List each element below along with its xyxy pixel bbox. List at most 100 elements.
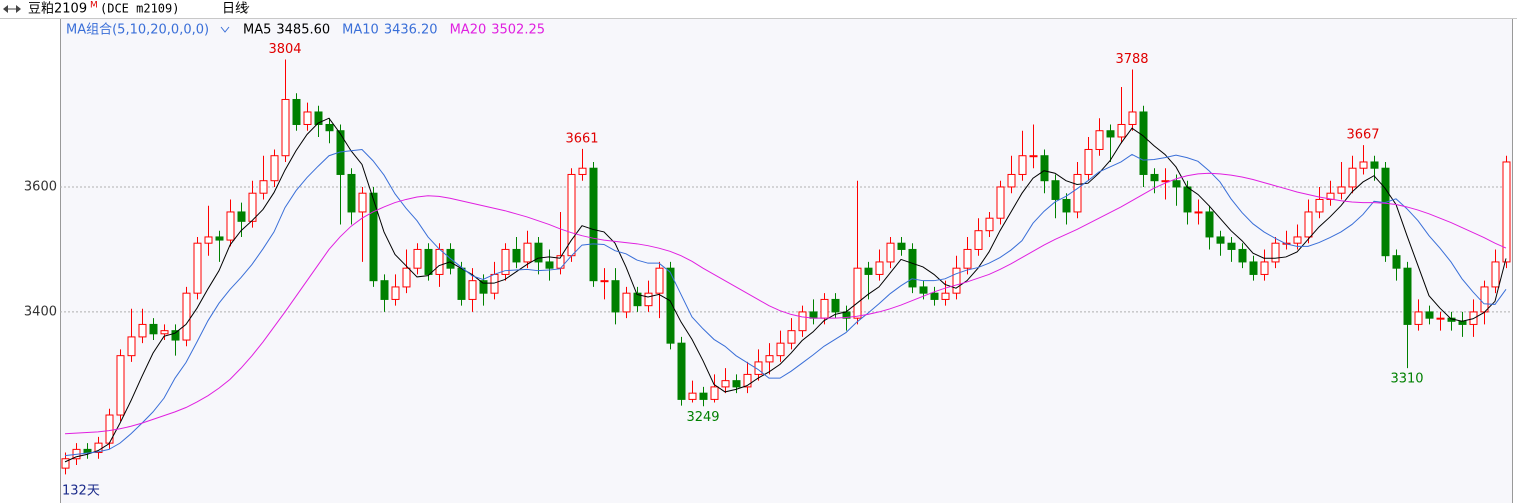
legend-name: MA20	[450, 23, 487, 38]
candle-body	[996, 186, 1005, 219]
candle-body	[633, 292, 642, 307]
candle-body	[589, 167, 598, 282]
high-label: 3804	[268, 42, 301, 57]
legend-value: 3502.25	[491, 23, 545, 38]
candle-body	[61, 458, 70, 469]
candle-body	[424, 248, 433, 275]
candle-body	[743, 373, 752, 388]
candle-body	[864, 267, 873, 275]
candle-body	[732, 380, 741, 388]
candle-body	[875, 261, 884, 275]
candle-body	[1040, 155, 1049, 182]
candle-body	[1018, 155, 1027, 175]
candle-body	[1073, 173, 1082, 213]
candle-body	[1315, 198, 1324, 213]
candle-body	[292, 98, 301, 125]
candle-body	[710, 386, 719, 400]
candle-body	[1194, 211, 1203, 214]
candle-body	[1381, 167, 1390, 257]
period-chevron[interactable]	[240, 5, 250, 12]
indicator-selector[interactable]: MA组合(5,10,20,0,0,0)	[66, 23, 209, 38]
candle-body	[83, 448, 92, 454]
candle-body	[1293, 236, 1302, 244]
instrument-subtitle: (DCE m2109)	[100, 2, 179, 16]
candle-body	[1205, 211, 1214, 238]
candle-body	[259, 180, 268, 194]
period-selector[interactable]: 日线	[222, 2, 248, 17]
candle-body	[545, 261, 554, 269]
candle-body	[1436, 317, 1445, 320]
y-tick-label: 3400	[24, 304, 57, 319]
candle-body	[391, 286, 400, 300]
candle-body	[897, 242, 906, 250]
candle-body	[1337, 186, 1346, 194]
nav-arrows[interactable]	[3, 5, 21, 13]
candle-body	[314, 111, 323, 125]
candle-body	[479, 280, 488, 294]
candle-body	[435, 248, 444, 275]
candle-body	[886, 242, 895, 263]
candle-body	[1480, 286, 1489, 313]
candle-body	[611, 280, 620, 313]
high-label: 3661	[565, 131, 598, 146]
candle-body	[688, 392, 697, 400]
low-label: 3310	[1390, 372, 1423, 387]
legend-value: 3485.60	[276, 23, 330, 38]
candle-body	[1029, 155, 1038, 158]
instrument-title: 豆粕2109	[28, 2, 87, 17]
legend-name: MA10	[342, 23, 379, 38]
candle-body	[1425, 311, 1434, 319]
candle-body	[182, 292, 191, 341]
candle-body	[963, 248, 972, 269]
candle-body	[534, 242, 543, 263]
candle-body	[1172, 180, 1181, 188]
candle-body	[468, 280, 477, 300]
candle-body	[809, 311, 818, 319]
low-label: 3249	[686, 410, 719, 425]
candle-body	[116, 355, 125, 416]
candle-body	[1304, 211, 1313, 238]
nav-icon[interactable]	[3, 5, 21, 13]
candle-body	[1216, 236, 1225, 244]
candle-body	[171, 330, 180, 341]
candle-body	[270, 155, 279, 182]
candle-body	[1095, 130, 1104, 150]
ma-line	[64, 172, 1507, 435]
candle-body	[655, 267, 664, 294]
candle-body	[1139, 111, 1148, 175]
high-label: 3667	[1346, 128, 1379, 143]
candle-body	[1084, 148, 1093, 175]
candle-body	[127, 336, 136, 357]
candle-body	[1359, 161, 1368, 169]
candle-body	[787, 330, 796, 344]
candle-body	[666, 267, 675, 344]
candle-body	[1326, 192, 1335, 200]
candle-body	[523, 242, 532, 263]
candle-body	[1491, 261, 1500, 288]
candle-body	[457, 267, 466, 300]
candle-body	[919, 286, 928, 294]
high-label: 3788	[1115, 52, 1148, 67]
candle-body	[138, 323, 147, 338]
candle-body	[1238, 248, 1247, 263]
candle-body	[908, 248, 917, 288]
candle-body	[1128, 111, 1137, 125]
candle-body	[699, 392, 708, 400]
candle-body	[1106, 130, 1115, 138]
candle-body	[974, 230, 983, 250]
ma-line	[64, 148, 1507, 457]
candle-body	[325, 123, 334, 132]
candle-body	[1062, 198, 1071, 213]
candle-body	[1502, 161, 1511, 263]
candle-body	[237, 211, 246, 222]
legend-name: MA5	[243, 23, 271, 38]
indicator-chevron[interactable]	[220, 26, 230, 33]
candle-body	[1260, 261, 1269, 275]
candle-body	[1051, 180, 1060, 200]
day-count: 132天	[62, 484, 100, 499]
candle-body	[149, 323, 158, 335]
candle-body	[193, 242, 202, 294]
candle-body	[776, 342, 785, 357]
candle-body	[369, 192, 378, 282]
candle-body	[1392, 255, 1401, 269]
